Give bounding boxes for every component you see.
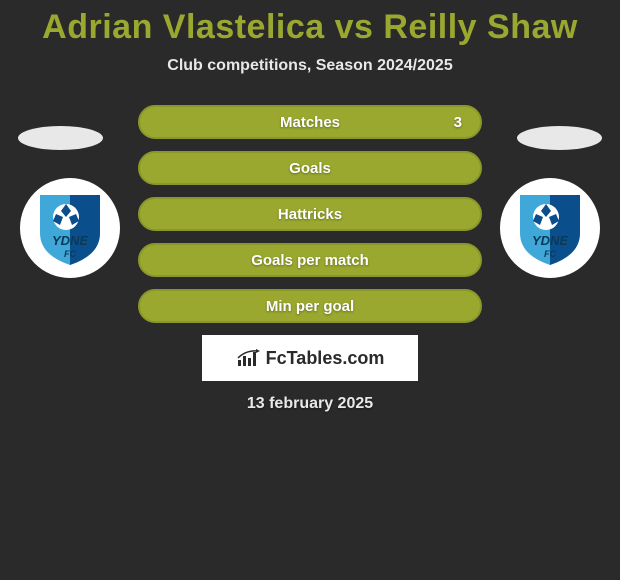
player-ellipse-left <box>18 126 103 150</box>
shield-icon: YDNE FC <box>36 189 104 267</box>
stat-label: Min per goal <box>266 298 354 315</box>
stat-label: Goals <box>289 160 331 177</box>
stat-label: Goals per match <box>251 252 369 269</box>
badge-subtext: FC <box>64 249 76 259</box>
badge-subtext: FC <box>544 249 556 259</box>
source-logo: FcTables.com <box>236 348 385 369</box>
date-text: 13 february 2025 <box>0 395 620 413</box>
stat-row-goals: Goals <box>138 151 482 185</box>
stat-row-hattricks: Hattricks <box>138 197 482 231</box>
stat-label: Hattricks <box>278 206 342 223</box>
shield-icon: YDNE FC <box>516 189 584 267</box>
bar-chart-icon <box>236 348 262 368</box>
stat-value-right: 3 <box>454 114 462 131</box>
stat-row-matches: Matches 3 <box>138 105 482 139</box>
page-title: Adrian Vlastelica vs Reilly Shaw <box>0 8 620 47</box>
badge-text: YDNE <box>52 233 88 248</box>
source-logo-box: FcTables.com <box>202 335 418 381</box>
stat-row-goals-per-match: Goals per match <box>138 243 482 277</box>
comparison-card: Adrian Vlastelica vs Reilly Shaw Club co… <box>0 0 620 413</box>
club-badge-left: YDNE FC <box>20 178 120 278</box>
player-ellipse-right <box>517 126 602 150</box>
club-badge-right: YDNE FC <box>500 178 600 278</box>
stat-label: Matches <box>280 114 340 131</box>
source-logo-text: FcTables.com <box>266 348 385 369</box>
stat-row-min-per-goal: Min per goal <box>138 289 482 323</box>
page-subtitle: Club competitions, Season 2024/2025 <box>0 57 620 75</box>
badge-text: YDNE <box>532 233 568 248</box>
